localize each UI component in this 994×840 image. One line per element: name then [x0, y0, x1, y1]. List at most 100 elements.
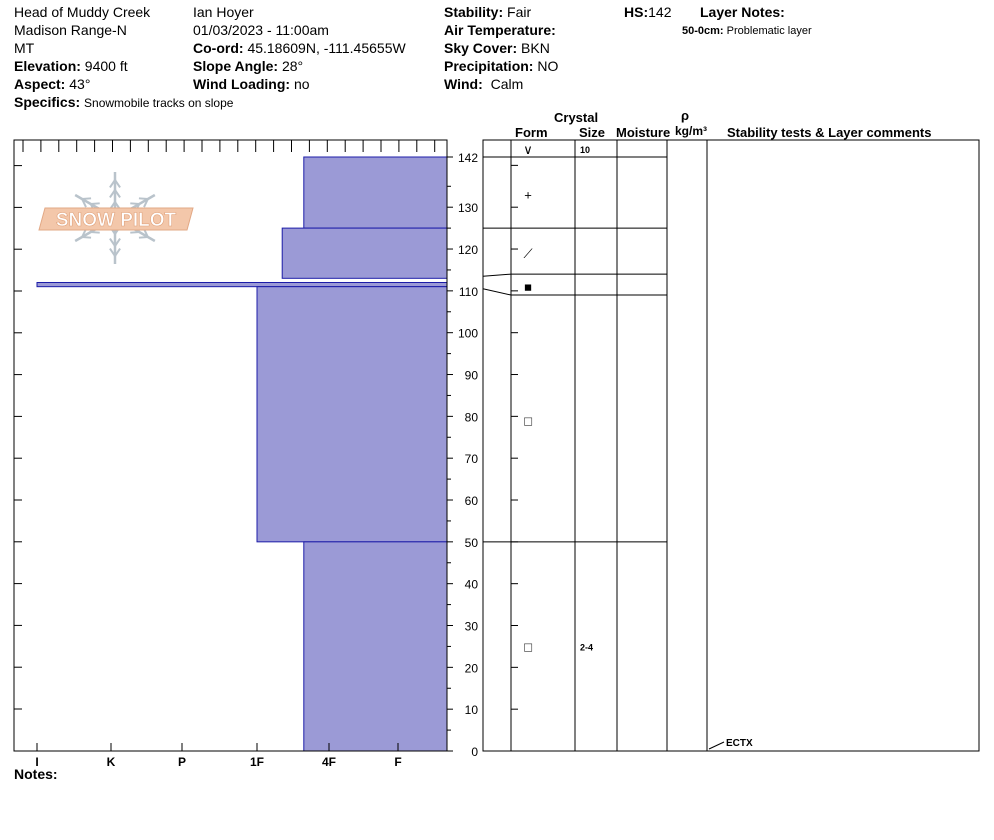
logo-branch [114, 189, 121, 198]
logo-branch [90, 202, 100, 205]
height-tick-label: 90 [465, 369, 479, 383]
height-tick-label: 40 [465, 578, 479, 592]
wind: Wind: Calm [444, 76, 523, 92]
hardness-bar [36, 281, 448, 288]
notes-label: Notes: [14, 766, 58, 782]
logo-branch [114, 248, 121, 257]
hardness-label: 4F [322, 755, 336, 769]
height-tick-label: 130 [458, 201, 478, 215]
crystal-size: 10 [580, 145, 590, 155]
height-tick-label: 70 [465, 452, 479, 466]
hs-value: 142 [648, 4, 672, 20]
height-tick-label: 30 [465, 620, 479, 634]
header-form: Form [515, 125, 548, 140]
range: Madison Range-N [14, 22, 127, 38]
logo-branch [109, 238, 116, 247]
stability-test-label: ECTX [726, 738, 753, 749]
crystal-size: 2-4 [580, 642, 593, 652]
height-tick-label: 120 [458, 243, 478, 257]
hardness-bar [303, 541, 448, 752]
hardness-label: F [394, 755, 401, 769]
header-crystal: Crystal [554, 110, 599, 125]
layer-note-text: Problematic layer [726, 25, 812, 37]
surface-symbol: ∨ [523, 142, 533, 157]
aspect-value: 43° [69, 76, 91, 92]
aspect: Aspect: 43° [14, 76, 90, 92]
state: MT [14, 40, 35, 56]
slope-label: Slope Angle: [193, 58, 279, 74]
elevation-label: Elevation: [14, 58, 81, 74]
hardness-frame-border [13, 139, 448, 752]
sky-value: BKN [521, 40, 550, 56]
crystal-form-symbol: □ [524, 414, 532, 429]
hardness-bar [303, 156, 448, 229]
observer-name: Ian Hoyer [193, 4, 254, 20]
logo-branch [82, 236, 92, 239]
logo-branch [143, 198, 149, 208]
crystal-form-symbol: □ [524, 639, 532, 654]
sky-cover: Sky Cover: BKN [444, 40, 550, 56]
hardness-label: I [35, 755, 38, 769]
logo-branch [130, 231, 140, 234]
logo-branch [130, 202, 140, 205]
layer-note-depth: 50-0cm: [682, 25, 724, 37]
logo-branch [109, 248, 116, 257]
specifics: Specifics: Snowmobile tracks on slope [14, 94, 233, 111]
height-tick-label: 110 [459, 285, 478, 299]
logo-branch [138, 236, 148, 239]
crystal-form-symbol: ⟋ [523, 246, 533, 261]
header-moisture: Moisture [616, 125, 671, 140]
height-tick-label: 0 [471, 745, 478, 759]
location: Head of Muddy Creek [14, 4, 151, 20]
precip-label: Precipitation: [444, 58, 534, 74]
snow-pilot-logo: SNOW PILOT [38, 172, 194, 264]
layer-table-border [482, 139, 980, 752]
layer-notes-title: Layer Notes: [700, 4, 785, 20]
height-tick-label: 100 [458, 327, 478, 341]
layer-note-entry: 50-0cm: Problematic layer [682, 23, 812, 39]
precip-value: NO [537, 58, 559, 74]
hs-label: HS: [624, 4, 649, 20]
coord-value: 45.18609N, -111.45655W [247, 40, 406, 56]
hs: HS:142 [624, 4, 671, 20]
layer-connector [482, 273, 512, 277]
stability-test-pointer [708, 741, 725, 750]
logo-text: SNOW PILOT [56, 210, 177, 231]
hardness-label: 1F [250, 755, 264, 769]
coordinates: Co-ord: 45.18609N, -111.45655W [193, 40, 406, 56]
wind-loading-value: no [293, 76, 310, 92]
height-tick-label: 60 [465, 494, 479, 508]
header-rho: ρ [681, 108, 690, 123]
slope-value: 28° [281, 58, 304, 74]
air-temperature: Air Temperature: [444, 22, 556, 38]
wind-value: Calm [490, 76, 524, 92]
logo-branch [81, 198, 87, 208]
elevation-value: 9400 ft [84, 58, 128, 74]
sky-label: Sky Cover: [444, 40, 518, 56]
stability-value: Fair [507, 4, 532, 20]
logo-branch [82, 197, 92, 200]
slope-angle: Slope Angle: 28° [193, 58, 303, 74]
hardness-label: P [178, 755, 186, 769]
specifics-label: Specifics: [14, 94, 81, 110]
wind-loading-label: Wind Loading: [193, 76, 291, 92]
height-tick-label: 80 [465, 410, 479, 424]
logo-banner [38, 207, 194, 231]
height-tick-label: 50 [465, 536, 479, 550]
logo-branch [109, 179, 116, 188]
header-density-unit: kg/m³ [675, 124, 708, 138]
header-stability-tests: Stability tests & Layer comments [727, 125, 932, 140]
elevation: Elevation: 9400 ft [14, 58, 128, 74]
hardness-bar [256, 286, 448, 543]
precipitation: Precipitation: NO [444, 58, 558, 74]
crystal-form-symbol: ■ [524, 280, 532, 295]
stability: Stability: Fair [444, 4, 531, 20]
stability-label: Stability: [444, 4, 504, 20]
logo-branch [114, 179, 121, 188]
crystal-form-symbol: + [524, 188, 532, 203]
aspect-label: Aspect: [14, 76, 66, 92]
logo-branch [90, 231, 100, 234]
hardness-label: K [107, 755, 116, 769]
header-size: Size [579, 125, 606, 140]
